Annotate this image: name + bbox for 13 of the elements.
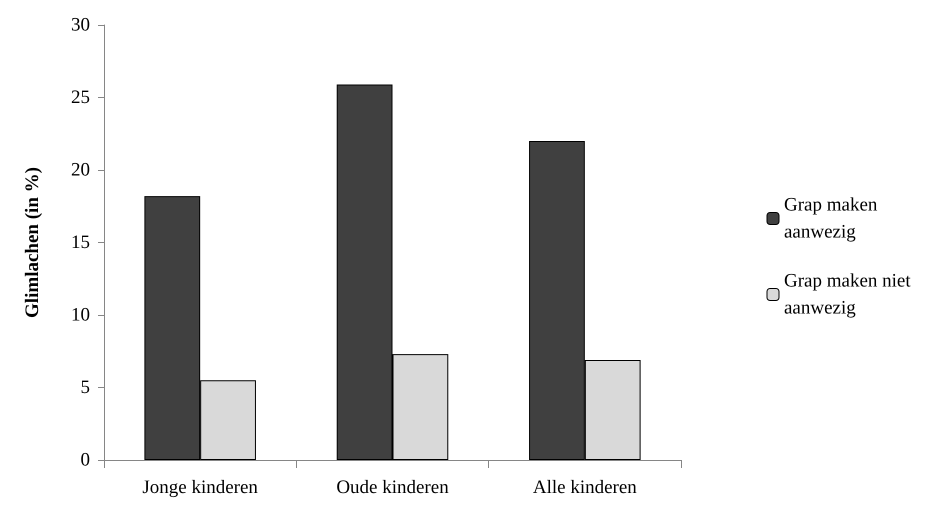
x-tick-label: Alle kinderen: [532, 477, 638, 498]
x-tick-label: Oude kinderen: [336, 477, 450, 498]
y-axis-title: Glimlachen (in %): [22, 167, 43, 318]
y-tick-label: 0: [80, 450, 90, 470]
y-tick-label: 10: [71, 304, 90, 326]
x-tick-label: Jonge kinderen: [142, 477, 258, 498]
legend-label: Grap maken niet aanwezig: [784, 270, 916, 318]
y-tick-label: 20: [71, 160, 90, 180]
y-tick-label: 15: [71, 232, 90, 253]
y-tick-label: 5: [80, 377, 90, 398]
legend-label: Grap maken aanwezig: [784, 194, 882, 242]
y-tick-label: 30: [71, 14, 90, 36]
y-tick-label: 25: [71, 87, 90, 108]
